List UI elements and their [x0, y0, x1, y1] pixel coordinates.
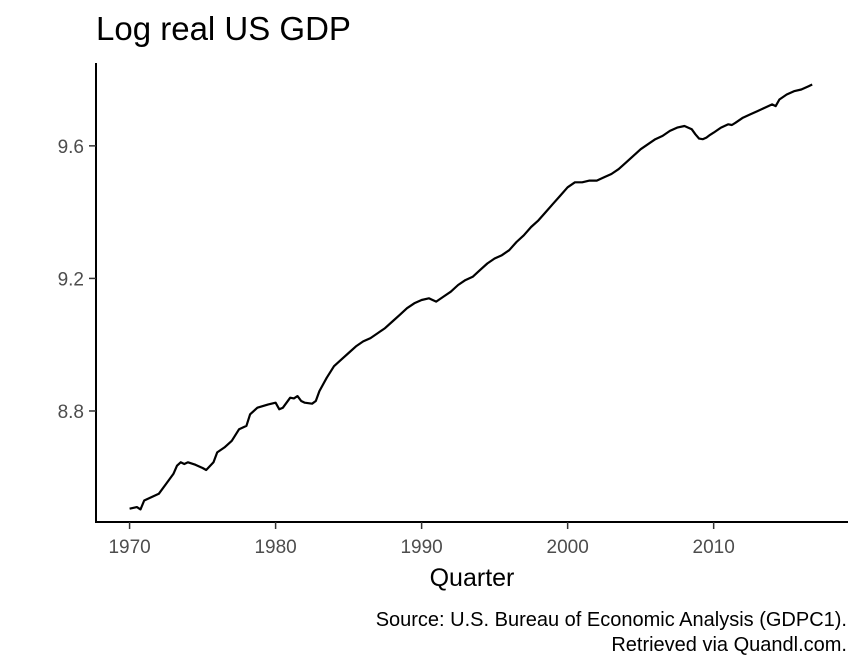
caption-retrieved: Retrieved via Quandl.com.: [611, 634, 847, 656]
x-tick-label: 2010: [693, 537, 735, 558]
gdp-series-line: [129, 83, 813, 511]
x-tick-label: 1970: [108, 537, 150, 558]
y-axis: 8.8 9.2 9.6: [58, 137, 96, 423]
chart-title: Log real US GDP: [96, 10, 351, 47]
x-tick-label: 2000: [547, 537, 589, 558]
x-tick-label: 1980: [254, 537, 296, 558]
x-axis-title: Quarter: [430, 564, 515, 592]
x-axis: 1970 1980 1990 2000 2010: [108, 522, 735, 558]
y-tick-label: 8.8: [58, 402, 84, 423]
plot-area: [129, 83, 813, 511]
caption-source: Source: U.S. Bureau of Economic Analysis…: [376, 609, 847, 631]
x-tick-label: 1990: [400, 537, 442, 558]
y-tick-label: 9.6: [58, 137, 84, 158]
y-tick-label: 9.2: [58, 269, 84, 290]
